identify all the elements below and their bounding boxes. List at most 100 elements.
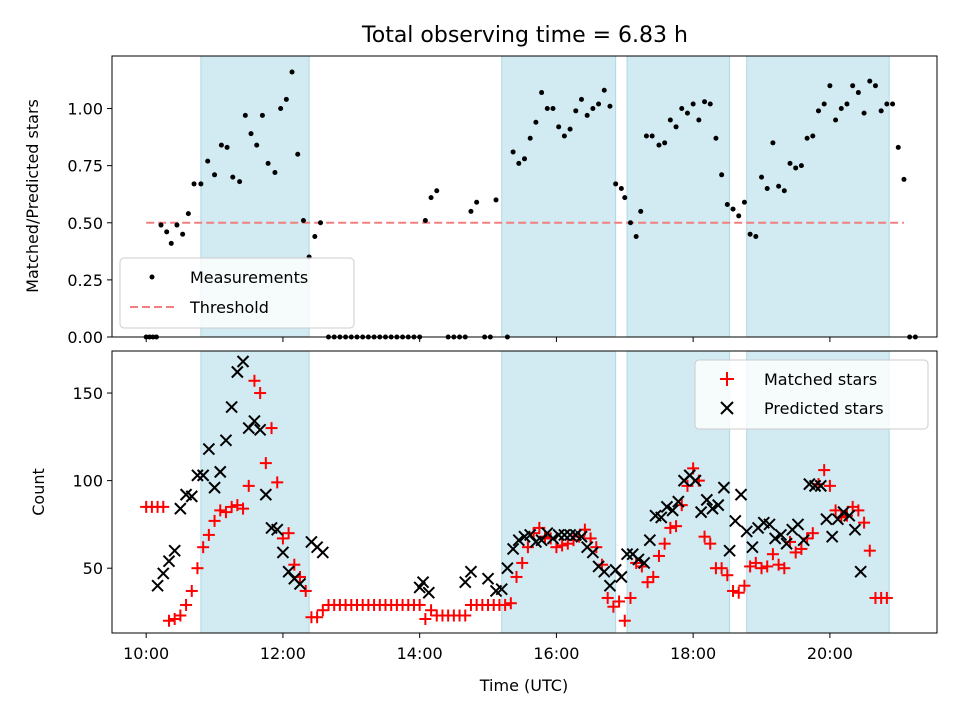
top-shade-2: [626, 55, 731, 338]
top-panel: 0.00 0.25 0.50 0.75 1.00 Matched/Predicted s…: [23, 55, 938, 347]
matched-star-point: [197, 541, 210, 554]
legend-measurements-marker: [149, 274, 155, 280]
measurement-point: [770, 140, 776, 146]
predicted-star-stroke-b: [615, 570, 628, 584]
predicted-star-stroke-b: [712, 498, 725, 512]
matched-star-point: [282, 527, 295, 540]
measurement-point: [174, 222, 180, 228]
predicted-star-point: [501, 561, 514, 575]
predicted-star-point: [185, 490, 198, 503]
measurement-point: [224, 144, 230, 150]
measurement-point: [798, 163, 804, 169]
matched-star-point: [761, 560, 774, 573]
predicted-star-point: [236, 355, 250, 368]
measurement-point: [815, 108, 821, 114]
predicted-star-point: [615, 570, 628, 584]
predicted-star-point: [814, 479, 827, 493]
predicted-star-point: [586, 546, 600, 559]
predicted-star-stroke-b: [723, 544, 736, 557]
bottom-y-axis-label: Count: [29, 468, 48, 516]
predicted-star-point: [208, 481, 221, 494]
measurement-point: [890, 101, 896, 107]
predicted-star-stroke-b: [293, 577, 307, 591]
predicted-star-point: [717, 481, 731, 494]
top-shade-1: [501, 55, 617, 338]
matched-star-point: [516, 556, 529, 569]
matched-star-point: [618, 614, 631, 627]
measurement-point: [776, 183, 782, 189]
measurement-point: [527, 135, 533, 141]
matched-star-point: [607, 600, 620, 613]
legend-predicted-label: Predicted stars: [764, 399, 884, 418]
bottom-x-tick-label: 20:00: [807, 644, 853, 663]
measurement-point: [696, 117, 702, 123]
measurement-point: [295, 151, 301, 157]
predicted-star-point: [191, 469, 204, 482]
measurement-point: [764, 186, 770, 192]
matched-star-point: [459, 609, 472, 622]
predicted-star-point: [271, 523, 284, 536]
predicted-star-stroke-b: [575, 530, 588, 543]
predicted-star-point: [202, 442, 216, 456]
matched-star-point: [664, 521, 677, 534]
predicted-star-stroke-b: [259, 488, 273, 501]
measurement-point: [265, 160, 271, 166]
top-y-tick-label: 0.50: [67, 214, 103, 233]
predicted-star-stroke-b: [569, 528, 582, 542]
predicted-star-stroke-b: [820, 512, 833, 526]
matched-star-point: [715, 562, 728, 575]
matched-star-point: [590, 541, 603, 554]
measurement-point: [804, 135, 810, 141]
measurement-point: [649, 133, 655, 139]
predicted-star-point: [672, 495, 685, 508]
measurement-point: [254, 142, 260, 148]
measurement-point: [878, 108, 884, 114]
measurement-point: [422, 217, 428, 223]
bottom-x-tick-label: 10:00: [123, 644, 169, 663]
predicted-star-point: [820, 512, 833, 526]
measurement-point: [237, 179, 243, 185]
predicted-star-point: [706, 502, 719, 515]
predicted-star-stroke-b: [174, 502, 187, 515]
top-y-tick-label: 0.75: [67, 157, 103, 176]
predicted-star-stroke-b: [808, 479, 822, 493]
x-axis-label: Time (UTC): [479, 676, 568, 695]
legend-predicted-marker: [720, 401, 734, 415]
predicted-star-point: [512, 533, 526, 547]
measurement-point: [567, 126, 573, 132]
predicted-star-stroke-b: [265, 521, 278, 535]
predicted-star-stroke-b: [236, 355, 250, 368]
matched-star-point: [704, 537, 717, 550]
measurement-point: [613, 181, 619, 187]
predicted-star-stroke-b: [598, 565, 611, 578]
bottom-y-tick-label: 100: [72, 472, 103, 491]
predicted-star-stroke-b: [848, 523, 862, 536]
matched-star-point: [601, 591, 614, 604]
predicted-star-stroke-b: [276, 546, 290, 559]
measurement-point: [867, 78, 873, 84]
predicted-star-stroke-b: [689, 474, 702, 487]
legend-matched-marker: [720, 372, 734, 386]
top-y-ticks: 0.00 0.25 0.50 0.75 1.00: [67, 100, 112, 347]
matched-star-point: [624, 591, 637, 604]
predicted-star-point: [316, 546, 330, 559]
measurement-point: [510, 149, 516, 155]
measurement-point: [191, 181, 197, 187]
measurement-point: [747, 231, 753, 237]
predicted-star-point: [459, 575, 472, 589]
predicted-star-stroke-b: [185, 490, 198, 503]
measurement-point: [283, 96, 289, 102]
matched-star-point: [556, 539, 569, 552]
predicted-star-stroke-b: [655, 511, 668, 524]
matched-star-point: [858, 516, 871, 529]
measurement-point: [474, 199, 480, 205]
measurement-point: [259, 112, 265, 118]
predicted-star-stroke-b: [271, 523, 284, 536]
measurement-point: [242, 112, 248, 118]
matched-star-point: [806, 527, 819, 540]
measurement-point: [901, 176, 907, 182]
predicted-star-stroke-b: [603, 579, 617, 592]
measurement-point: [861, 110, 867, 116]
bottom-y-tick-label: 50: [83, 559, 103, 578]
